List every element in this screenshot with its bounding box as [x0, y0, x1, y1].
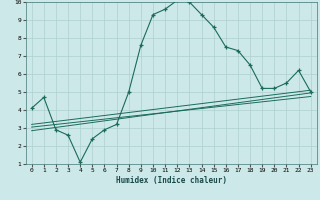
X-axis label: Humidex (Indice chaleur): Humidex (Indice chaleur) [116, 176, 227, 185]
